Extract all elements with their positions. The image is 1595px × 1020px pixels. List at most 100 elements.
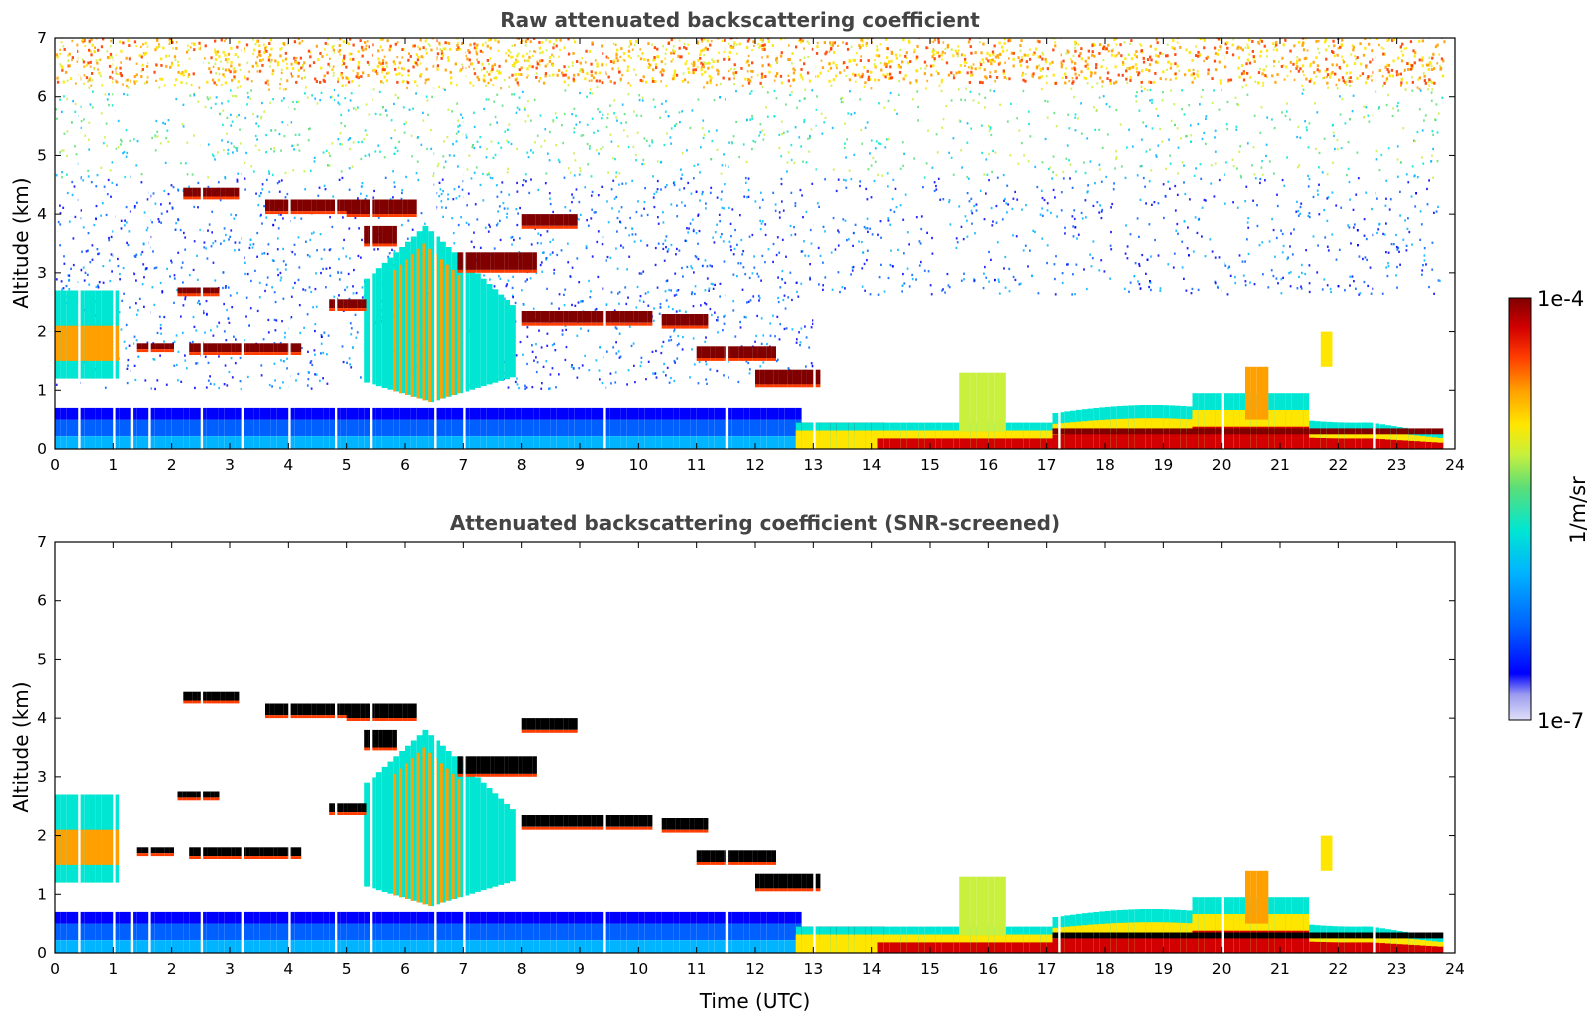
noise-cell <box>133 40 137 44</box>
noise-cell <box>264 289 266 293</box>
noise-cell <box>1302 48 1306 52</box>
noise-cell <box>548 387 550 390</box>
noise-cell <box>780 54 783 58</box>
noise-cell <box>985 57 988 61</box>
noise-cell <box>798 99 801 102</box>
noise-cell <box>83 279 86 282</box>
noise-cell <box>489 176 492 179</box>
noise-cell <box>584 61 587 64</box>
noise-cell <box>1281 178 1284 182</box>
noise-cell <box>254 269 256 272</box>
noise-cell <box>476 218 479 221</box>
noise-cell <box>595 307 598 311</box>
noise-cell <box>550 302 553 305</box>
noise-cell <box>133 335 136 338</box>
noise-cell <box>305 86 307 89</box>
noise-cell <box>298 304 301 307</box>
noise-cell <box>122 152 124 155</box>
noise-cell <box>105 122 108 125</box>
noise-cell <box>66 191 69 195</box>
noise-cell <box>1248 61 1252 65</box>
noise-cell <box>620 122 623 125</box>
noise-cell <box>366 133 368 136</box>
noise-cell <box>704 62 707 65</box>
noise-cell <box>60 41 63 44</box>
noise-cell <box>175 97 178 101</box>
noise-cell <box>1380 46 1383 49</box>
noise-cell <box>1174 62 1177 66</box>
noise-cell <box>160 212 163 215</box>
noise-cell <box>1014 278 1017 282</box>
noise-cell <box>120 227 123 230</box>
noise-cell <box>190 83 193 87</box>
noise-cell <box>1106 77 1109 80</box>
noise-cell <box>1234 96 1237 99</box>
noise-cell <box>211 153 214 156</box>
noise-cell <box>791 62 793 65</box>
noise-cell <box>549 373 552 376</box>
noise-cell <box>966 235 969 238</box>
noise-cell <box>1267 286 1270 289</box>
noise-cell <box>207 229 209 232</box>
noise-cell <box>299 331 302 335</box>
noise-cell <box>1318 69 1321 73</box>
noise-cell <box>675 293 678 296</box>
noise-cell <box>223 239 225 242</box>
noise-cell <box>1196 70 1199 73</box>
noise-cell <box>1318 213 1321 216</box>
noise-cell <box>164 122 166 125</box>
noise-cell <box>540 261 543 264</box>
noise-cell <box>167 192 170 196</box>
noise-cell <box>263 43 265 46</box>
noise-cell <box>873 63 876 66</box>
noise-cell <box>1083 268 1085 271</box>
noise-cell <box>800 145 802 148</box>
noise-cell <box>153 267 156 270</box>
noise-cell <box>297 372 300 376</box>
noise-cell <box>226 132 228 135</box>
noise-cell <box>549 253 552 256</box>
noise-cell <box>80 209 82 212</box>
noise-cell <box>995 221 998 224</box>
noise-cell <box>1370 74 1373 78</box>
noise-cell <box>1426 187 1428 191</box>
noise-cell <box>1074 113 1077 116</box>
noise-cell <box>234 241 237 244</box>
noise-cell <box>526 326 529 329</box>
noise-cell <box>294 60 297 64</box>
noise-cell <box>522 353 524 356</box>
noise-cell <box>1324 40 1327 44</box>
noise-cell <box>1427 80 1430 84</box>
noise-cell <box>1092 240 1095 243</box>
noise-cell <box>906 231 909 234</box>
noise-cell <box>108 236 110 240</box>
noise-cell <box>1289 271 1292 274</box>
noise-cell <box>531 386 534 389</box>
noise-cell <box>941 289 943 292</box>
noise-cell <box>946 272 949 276</box>
noise-cell <box>526 38 529 41</box>
noise-cell <box>535 370 538 374</box>
noise-cell <box>1177 232 1179 235</box>
noise-cell <box>732 309 735 312</box>
noise-cell <box>1159 287 1162 290</box>
noise-cell <box>1150 169 1153 172</box>
noise-cell <box>294 253 296 256</box>
noise-cell <box>244 188 246 191</box>
noise-cell <box>575 114 577 117</box>
noise-cell <box>1166 43 1169 46</box>
noise-cell <box>342 62 346 65</box>
noise-cell <box>1327 196 1330 199</box>
noise-cell <box>1399 45 1402 49</box>
noise-cell <box>651 350 654 353</box>
noise-cell <box>98 281 101 284</box>
noise-cell <box>1107 43 1110 47</box>
noise-cell <box>1431 154 1433 157</box>
noise-cell <box>1041 207 1044 210</box>
noise-cell <box>127 358 130 362</box>
noise-cell <box>617 145 620 148</box>
noise-cell <box>899 204 902 207</box>
noise-cell <box>708 287 711 290</box>
noise-cell <box>988 280 990 283</box>
noise-cell <box>516 383 519 386</box>
